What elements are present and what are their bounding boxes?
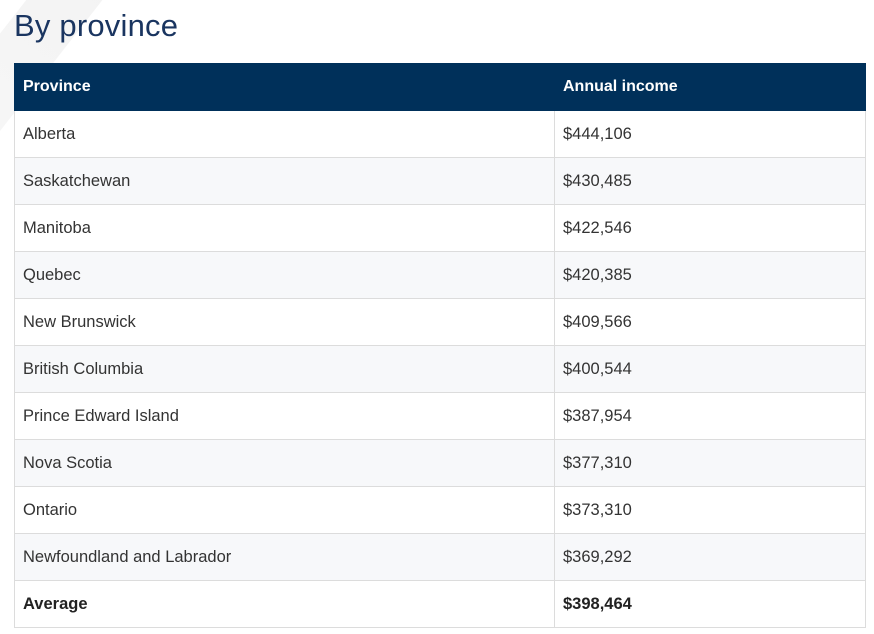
income-cell: $422,546 [554,204,866,252]
income-cell: $387,954 [554,392,866,440]
header-row: Province Annual income [14,63,866,111]
table-row: Newfoundland and Labrador $369,292 [14,533,866,581]
page-title: By province [14,8,179,43]
table-row: New Brunswick $409,566 [14,298,866,346]
table-row: Alberta $444,106 [14,110,866,158]
province-cell: British Columbia [14,345,555,393]
income-cell: $369,292 [554,533,866,581]
table-row: Nova Scotia $377,310 [14,439,866,487]
table-row: Ontario $373,310 [14,486,866,534]
income-cell: $430,485 [554,157,866,205]
income-cell: $420,385 [554,251,866,299]
income-table-container: Province Annual income Alberta $444,106 … [14,63,866,628]
average-row: Average $398,464 [14,580,866,628]
table-row: Manitoba $422,546 [14,204,866,252]
province-cell: New Brunswick [14,298,555,346]
province-cell: Saskatchewan [14,157,555,205]
income-cell: $377,310 [554,439,866,487]
province-cell: Manitoba [14,204,555,252]
average-label: Average [14,580,555,628]
income-cell: $444,106 [554,110,866,158]
income-cell: $400,544 [554,345,866,393]
table-row: British Columbia $400,544 [14,345,866,393]
column-header-province: Province [14,63,555,111]
province-cell: Alberta [14,110,555,158]
table-header: Province Annual income [14,63,866,111]
table-row: Saskatchewan $430,485 [14,157,866,205]
province-cell: Newfoundland and Labrador [14,533,555,581]
table-row: Prince Edward Island $387,954 [14,392,866,440]
income-cell: $409,566 [554,298,866,346]
province-cell: Prince Edward Island [14,392,555,440]
province-cell: Nova Scotia [14,439,555,487]
income-cell: $373,310 [554,486,866,534]
table-body: Alberta $444,106 Saskatchewan $430,485 M… [14,110,866,628]
average-income: $398,464 [554,580,866,628]
table-row: Quebec $420,385 [14,251,866,299]
income-table: Province Annual income Alberta $444,106 … [14,63,866,628]
province-cell: Ontario [14,486,555,534]
column-header-annual-income: Annual income [554,63,866,111]
province-cell: Quebec [14,251,555,299]
